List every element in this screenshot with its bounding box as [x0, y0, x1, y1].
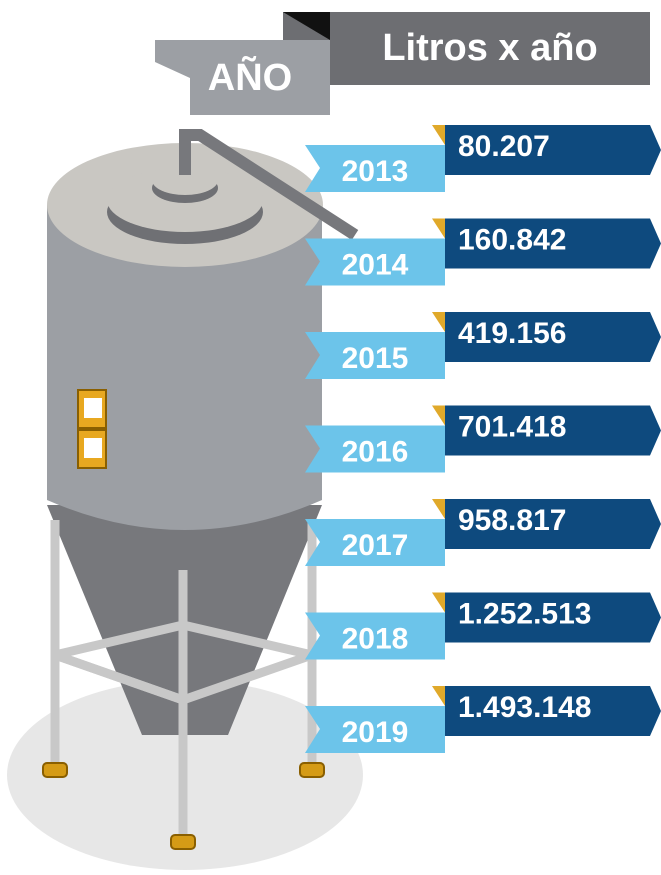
year-label: 2018	[342, 622, 409, 655]
ribbon-fold	[432, 312, 445, 332]
year-label: 2019	[342, 716, 409, 749]
row: 2018 1.252.513	[305, 593, 661, 660]
row: 2014 160.842	[305, 219, 661, 286]
year-label: 2014	[342, 248, 409, 281]
liters-value: 419.156	[458, 317, 566, 350]
row: 2013 80.207	[305, 125, 661, 192]
liters-value: 1.252.513	[458, 597, 591, 630]
ribbon-fold	[432, 219, 445, 239]
row: 2016 701.418	[305, 406, 661, 473]
liters-value: 160.842	[458, 223, 566, 256]
year-label: 2015	[342, 342, 409, 375]
liters-value: 80.207	[458, 130, 550, 163]
ribbon-fold	[432, 593, 445, 613]
ribbon-fold	[432, 686, 445, 706]
year-header: AÑO	[208, 55, 292, 99]
row: 2015 419.156	[305, 312, 661, 379]
infographic: Litros x año AÑO 201380.2072014160.84220…	[0, 0, 661, 875]
value-header: Litros x año	[382, 27, 597, 69]
silo-panels	[78, 390, 106, 468]
year-label: 2017	[342, 529, 409, 562]
liters-value: 701.418	[458, 410, 566, 443]
row: 2017 958.817	[305, 499, 661, 566]
year-label: 2013	[342, 155, 409, 188]
ribbon-fold	[432, 406, 445, 426]
header: Litros x año AÑO	[155, 12, 650, 115]
ribbon-fold	[432, 499, 445, 519]
year-label: 2016	[342, 435, 409, 468]
rows: 2013 80.207 2014 160.842 2015 419.156 2016 701.…	[305, 125, 661, 753]
row: 2019 1.493.148	[305, 686, 661, 753]
liters-value: 1.493.148	[458, 691, 591, 724]
ribbon-fold	[432, 125, 445, 145]
liters-value: 958.817	[458, 504, 566, 537]
